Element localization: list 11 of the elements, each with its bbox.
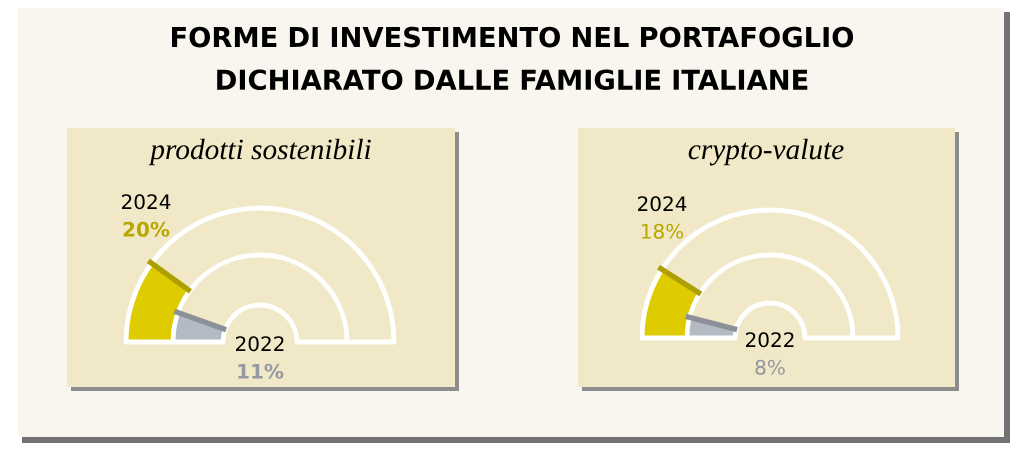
category-label: 2022 xyxy=(746,332,794,348)
category-label: 2022 xyxy=(236,336,284,352)
text: FORME DI INVESTIMENTO NEL PORTAFOGLIO DICHIARATO DALLE FAMIGLIE ITALIANE xyxy=(172,26,854,91)
category-label: 2024 xyxy=(122,194,171,210)
text: crypto-valute xyxy=(688,138,844,166)
data-label: 8% xyxy=(755,359,785,375)
text: prodotti sostenibili xyxy=(148,138,371,166)
data-label: 18% xyxy=(641,223,684,239)
category-label: 2024 xyxy=(638,196,687,212)
data-label: 11% xyxy=(238,363,284,379)
data-label: 20% xyxy=(123,221,170,237)
